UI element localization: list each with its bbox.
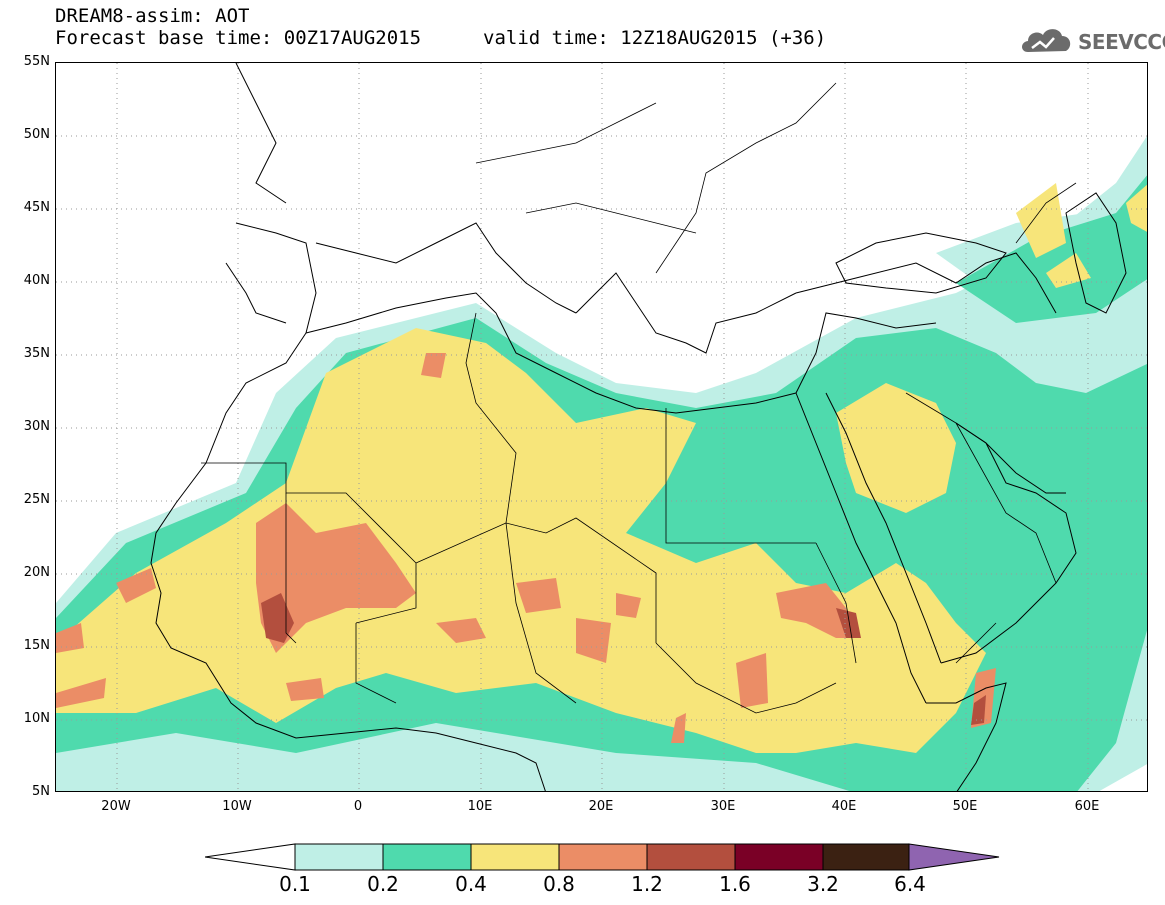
- coastlines: [150, 63, 1127, 791]
- lat-label-30n: 30N: [23, 419, 50, 434]
- lat-label-5n: 5N: [32, 784, 50, 799]
- lon-label-10w: 10W: [222, 799, 252, 814]
- lat-label-10n: 10N: [23, 711, 50, 726]
- legend-label-0-1: 0.1: [279, 872, 311, 896]
- lon-label-10e: 10E: [467, 799, 493, 814]
- graticule: [56, 63, 1147, 791]
- lon-label-0: 0: [353, 799, 363, 814]
- aot-map: [56, 63, 1147, 791]
- valid-time: valid time: 12Z18AUG2015 (+36): [483, 27, 827, 49]
- lon-label-60e: 60E: [1074, 799, 1100, 814]
- lon-label-20e: 20E: [588, 799, 614, 814]
- lat-label-20n: 20N: [23, 565, 50, 580]
- legend-swatch-below: [205, 843, 296, 871]
- lon-label-50e: 50E: [952, 799, 978, 814]
- aot-shading: [56, 136, 1147, 791]
- legend-label-3-2: 3.2: [807, 872, 839, 896]
- lon-label-20w: 20W: [101, 799, 131, 814]
- country-borders: [201, 82, 1077, 714]
- legend-swatch-7: [822, 843, 910, 871]
- lon-label-30e: 30E: [710, 799, 736, 814]
- forecast-base-time: Forecast base time: 00Z17AUG2015: [55, 27, 422, 49]
- lat-label-35n: 35N: [23, 346, 50, 361]
- legend-label-0-8: 0.8: [543, 872, 575, 896]
- legend-swatch-6: [734, 843, 824, 871]
- map-title: DREAM8-assim: AOT: [55, 5, 250, 27]
- lat-label-45n: 45N: [23, 200, 50, 215]
- legend-label-6-4: 6.4: [894, 872, 926, 896]
- lat-label-25n: 25N: [23, 492, 50, 507]
- legend-swatch-1: [294, 843, 384, 871]
- legend-swatch-2: [382, 843, 472, 871]
- lat-label-55n: 55N: [23, 54, 50, 69]
- legend-label-0-2: 0.2: [367, 872, 399, 896]
- legend-swatch-3: [470, 843, 560, 871]
- map-panel: [55, 62, 1148, 792]
- lat-label-50n: 50N: [23, 127, 50, 142]
- seevccc-logo: SEEVCCC: [1018, 20, 1165, 60]
- lat-label-15n: 15N: [23, 638, 50, 653]
- legend-label-0-4: 0.4: [455, 872, 487, 896]
- lat-label-40n: 40N: [23, 273, 50, 288]
- lon-label-40e: 40E: [831, 799, 857, 814]
- legend-label-1-2: 1.2: [631, 872, 663, 896]
- color-legend: [205, 843, 1000, 871]
- logo-text: SEEVCCC: [1078, 30, 1165, 54]
- legend-label-1-6: 1.6: [719, 872, 751, 896]
- legend-swatch-above: [908, 843, 1000, 871]
- legend-swatch-4: [558, 843, 648, 871]
- cloud-icon: [1022, 29, 1071, 52]
- legend-swatch-5: [646, 843, 736, 871]
